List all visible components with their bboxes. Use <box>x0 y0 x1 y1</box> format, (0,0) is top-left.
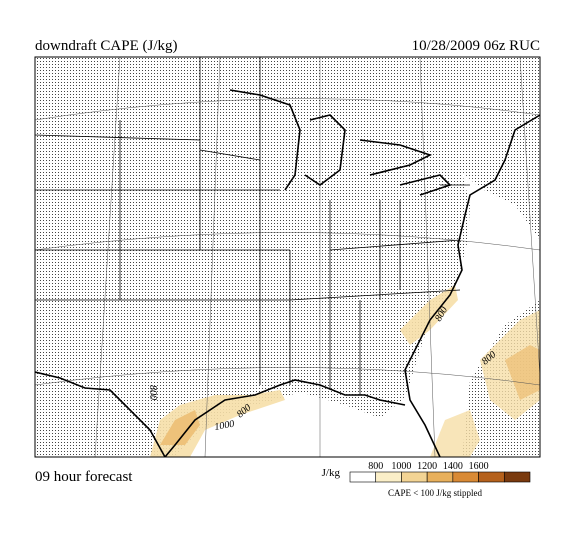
legend-swatch <box>452 471 479 483</box>
legend-swatch <box>478 471 505 483</box>
legend-swatch <box>503 471 531 483</box>
legend-swatch <box>375 471 402 483</box>
contour-label: 1000 <box>214 419 236 433</box>
legend-swatch <box>401 471 428 483</box>
map-frame <box>34 56 541 458</box>
legend-swatch <box>426 471 454 483</box>
legend-tick-label: 1600 <box>469 461 489 472</box>
legend-note: CAPE < 100 J/kg stippled <box>388 488 483 498</box>
legend-swatch <box>349 471 377 483</box>
legend-tick-label: 1400 <box>443 461 463 472</box>
valid-time: 10/28/2009 06z RUC <box>412 38 540 54</box>
map-area: 1000 800 800 800 800 <box>35 57 540 457</box>
map-title: downdraft CAPE (J/kg) <box>35 38 178 54</box>
legend-unit: J/kg <box>322 467 341 479</box>
contour-label: 800 <box>147 385 158 400</box>
legend-tick-label: 1200 <box>417 461 437 472</box>
forecast-hour: 09 hour forecast <box>35 469 133 485</box>
legend-tick-label: 1000 <box>391 461 411 472</box>
color-legend: J/kg CAPE < 100 J/kg stippled 800 1000 120… <box>322 461 531 498</box>
legend-tick-label: 800 <box>368 461 383 472</box>
